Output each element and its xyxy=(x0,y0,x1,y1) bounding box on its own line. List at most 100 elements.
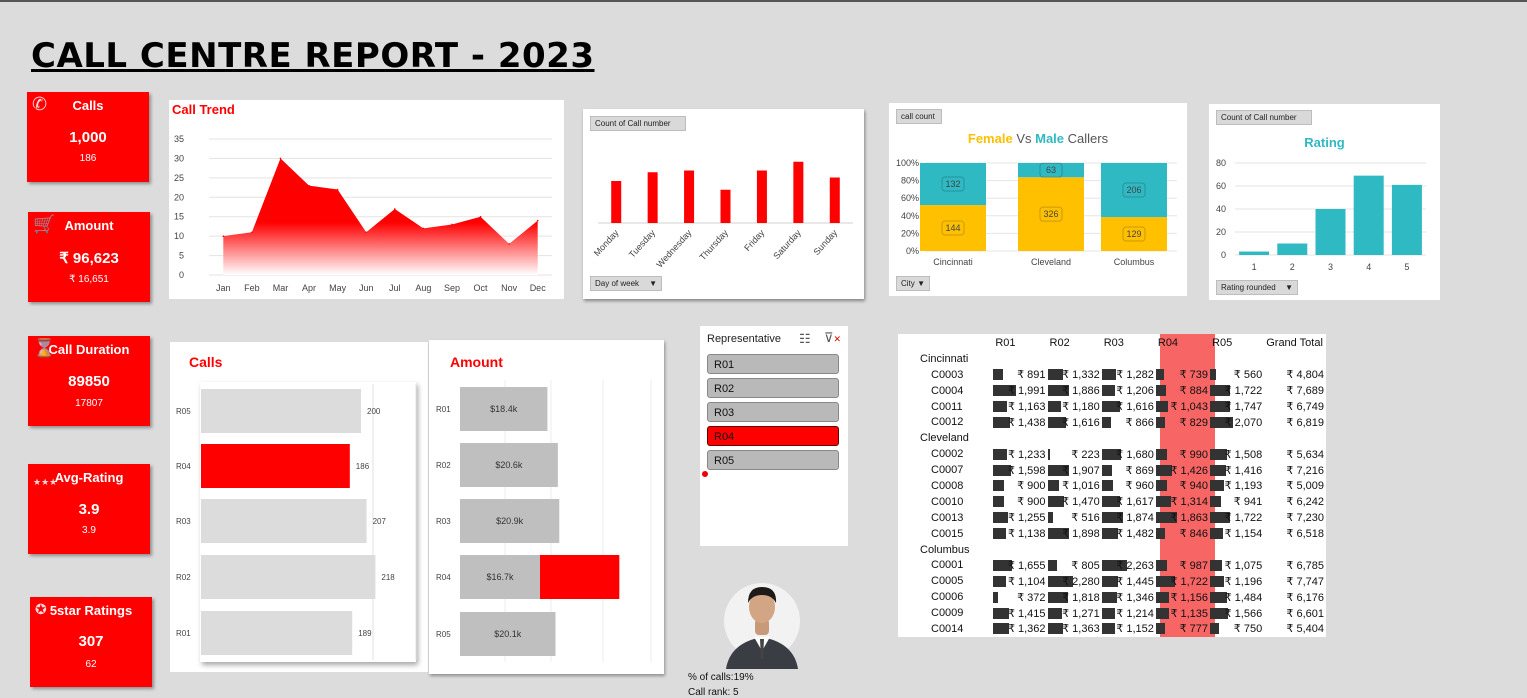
table-row: C0013 ₹ 1,255 ₹ 516 ₹ 1,874 ₹ 1,863 ₹ 1,722 ₹ … xyxy=(898,510,1326,526)
rating-chart[interactable]: Count of Call number Rating 0 20 40 60 80 1 2 3… xyxy=(1209,104,1440,300)
pivot-value: ₹ 1,566 xyxy=(1224,607,1263,620)
pivot-data-bar xyxy=(1101,559,1128,571)
pivot-value: ₹ 1,193 xyxy=(1224,480,1263,493)
pivot-data-bar xyxy=(1047,496,1065,508)
pivot-column-header[interactable]: Grand Total xyxy=(1266,336,1323,349)
bar-rating-4 xyxy=(1353,175,1384,255)
data-label: $16.7k xyxy=(486,572,514,582)
pivot-data-bar xyxy=(1210,401,1230,412)
pivot-group-row: Cleveland xyxy=(898,430,1326,446)
pivot-column-header[interactable]: R04 xyxy=(1157,336,1179,349)
axis-field-button[interactable]: City ▼ xyxy=(896,276,930,291)
pivot-data-bar xyxy=(1155,623,1165,635)
rep-calls-chart[interactable]: Calls R05 200 R04 186 R03 207 R02 218 R01 189 xyxy=(170,342,428,672)
call-trend-chart[interactable]: Call Trend 0 5 10 15 20 25 30 35 Jan Feb Mar Apr May… xyxy=(169,100,564,299)
pivot-data-bar xyxy=(1047,401,1061,412)
chart-title: Rating xyxy=(1304,135,1345,150)
pivot-cell: ₹ 1,898 xyxy=(1047,526,1102,542)
kpi-calls-value: 1,000 xyxy=(69,129,107,146)
pivot-value: ₹ 1,271 xyxy=(1062,607,1100,620)
multi-select-icon[interactable]: ☷ xyxy=(799,331,811,346)
x-tick-label: Feb xyxy=(244,283,260,293)
pivot-row-label: C0011 xyxy=(931,400,963,413)
table-row: C0010 ₹ 900 ₹ 1,470 ₹ 1,617 ₹ 1,314 ₹ 941 ₹ 6,… xyxy=(898,494,1326,510)
slicer-item-r02[interactable]: R02 xyxy=(707,378,839,398)
pivot-value: ₹ 1,152 xyxy=(1116,623,1154,636)
pivot-value: ₹ 1,314 xyxy=(1170,496,1209,509)
pivot-column-header[interactable]: R01 xyxy=(995,336,1016,349)
chart-title: Call Trend xyxy=(172,102,235,117)
y-tick-label: 5 xyxy=(179,251,184,261)
pivot-cell: ₹ 1,482 xyxy=(1101,526,1156,542)
pivot-cell: ₹ 1,722 xyxy=(1155,573,1210,589)
pivot-column-header[interactable]: R05 xyxy=(1212,336,1233,349)
bar-male-cleveland xyxy=(1018,163,1084,178)
pivot-cell: ₹ 1,617 xyxy=(1101,494,1156,510)
clear-filter-icon[interactable]: ⊽✕ xyxy=(824,330,842,345)
pivot-data-bar xyxy=(1047,512,1054,524)
x-tick-label: Friday xyxy=(742,227,766,253)
pivot-cell: ₹ 372 xyxy=(993,589,1047,605)
kpi-duration-sub: 17807 xyxy=(75,398,103,409)
table-row: C0004 ₹ 1,991 ₹ 1,886 ₹ 1,206 ₹ 884 ₹ 1,722 ₹ … xyxy=(898,383,1326,399)
axis-field-button[interactable]: Rating rounded ▼ xyxy=(1216,280,1298,295)
data-label: $20.1k xyxy=(494,629,522,639)
pivot-data-bar xyxy=(1210,559,1223,571)
dropdown-arrow-icon: ▼ xyxy=(1285,283,1293,292)
pivot-cell: ₹ 866 xyxy=(1101,414,1156,430)
slicer-item-r04[interactable]: R04 xyxy=(707,426,839,446)
value-field-button[interactable]: Count of Call number xyxy=(1216,110,1312,125)
data-point-jul xyxy=(393,208,396,210)
pivot-cell: ₹ 2,280 xyxy=(1047,573,1102,589)
pivot-data-bar xyxy=(1101,480,1113,492)
pivot-value: ₹ 1,445 xyxy=(1116,575,1154,588)
pivot-table[interactable]: R01 R02 R03 R04 R05 Grand Total Cincinnati C000… xyxy=(898,334,1326,637)
slicer-item-r05[interactable]: R05 xyxy=(707,450,839,470)
slicer-item-r01[interactable]: R01 xyxy=(707,354,839,374)
kpi-five-star-value: 307 xyxy=(78,633,104,650)
weekday-chart[interactable]: Count of Call number Monday Tuesday Wednes… xyxy=(583,109,864,299)
pivot-cell: ₹ 1,075 xyxy=(1210,557,1264,573)
x-tick-label: Apr xyxy=(302,283,316,293)
pivot-data-bar xyxy=(1210,591,1227,603)
pivot-value: ₹ 900 xyxy=(1017,480,1046,493)
pivot-value: ₹ 1,598 xyxy=(1007,464,1046,477)
x-tick-label: Sunday xyxy=(811,227,839,257)
value-field-button[interactable]: Count of Call number xyxy=(590,116,686,131)
rep-amount-chart[interactable]: Amount R01 $18.4k R02 $20.6k R03 $20.9k R04 $16… xyxy=(429,340,664,674)
pivot-value: ₹ 7,689 xyxy=(1286,385,1324,398)
pivot-cell: ₹ 1,680 xyxy=(1101,446,1156,462)
pivot-data-bar xyxy=(1101,369,1117,381)
data-point-may xyxy=(336,188,339,191)
pivot-column-header[interactable]: R02 xyxy=(1049,336,1070,349)
pivot-cell: ₹ 1,598 xyxy=(993,462,1047,478)
pivot-value: ₹ 4,804 xyxy=(1286,369,1324,382)
pivot-value: ₹ 5,404 xyxy=(1286,623,1324,636)
pivot-data-bar xyxy=(1210,528,1224,540)
bar-rating-2 xyxy=(1277,243,1308,255)
pivot-cell: ₹ 1,886 xyxy=(1047,383,1102,399)
title-vs: Vs xyxy=(1012,131,1036,146)
axis-field-button[interactable]: Day of week ▼ xyxy=(590,276,662,291)
x-tick-label: Tuesday xyxy=(627,227,658,259)
pivot-column-header[interactable]: R03 xyxy=(1103,336,1124,349)
pivot-corner xyxy=(898,335,993,351)
pivot-value: ₹ 516 xyxy=(1071,512,1100,525)
kpi-five-star-label: 5star Ratings xyxy=(49,603,133,618)
bar-male-cincinnati xyxy=(920,163,986,206)
gender-chart[interactable]: call count Female Vs Male Callers 0% 20% 4… xyxy=(889,103,1187,296)
pivot-data-bar xyxy=(1210,448,1228,460)
data-label: $20.6k xyxy=(495,460,523,470)
pivot-cell: ₹ 1,445 xyxy=(1101,573,1156,589)
pivot-cell: ₹ 1,722 xyxy=(1210,383,1264,399)
pivot-grand-total-cell: ₹ 7,230 xyxy=(1264,510,1326,526)
pivot-value: ₹ 6,242 xyxy=(1286,496,1324,509)
kpi-duration-card: ⌛ Call Duration 89850 17807 xyxy=(28,336,150,426)
pivot-data-bar xyxy=(1155,385,1166,397)
pivot-cell: ₹ 1,484 xyxy=(1210,589,1264,605)
pivot-row-label: C0015 xyxy=(931,527,964,540)
value-field-button[interactable]: call count xyxy=(896,109,942,124)
slicer-item-r03[interactable]: R03 xyxy=(707,402,839,422)
x-tick-label: Jul xyxy=(389,283,401,293)
